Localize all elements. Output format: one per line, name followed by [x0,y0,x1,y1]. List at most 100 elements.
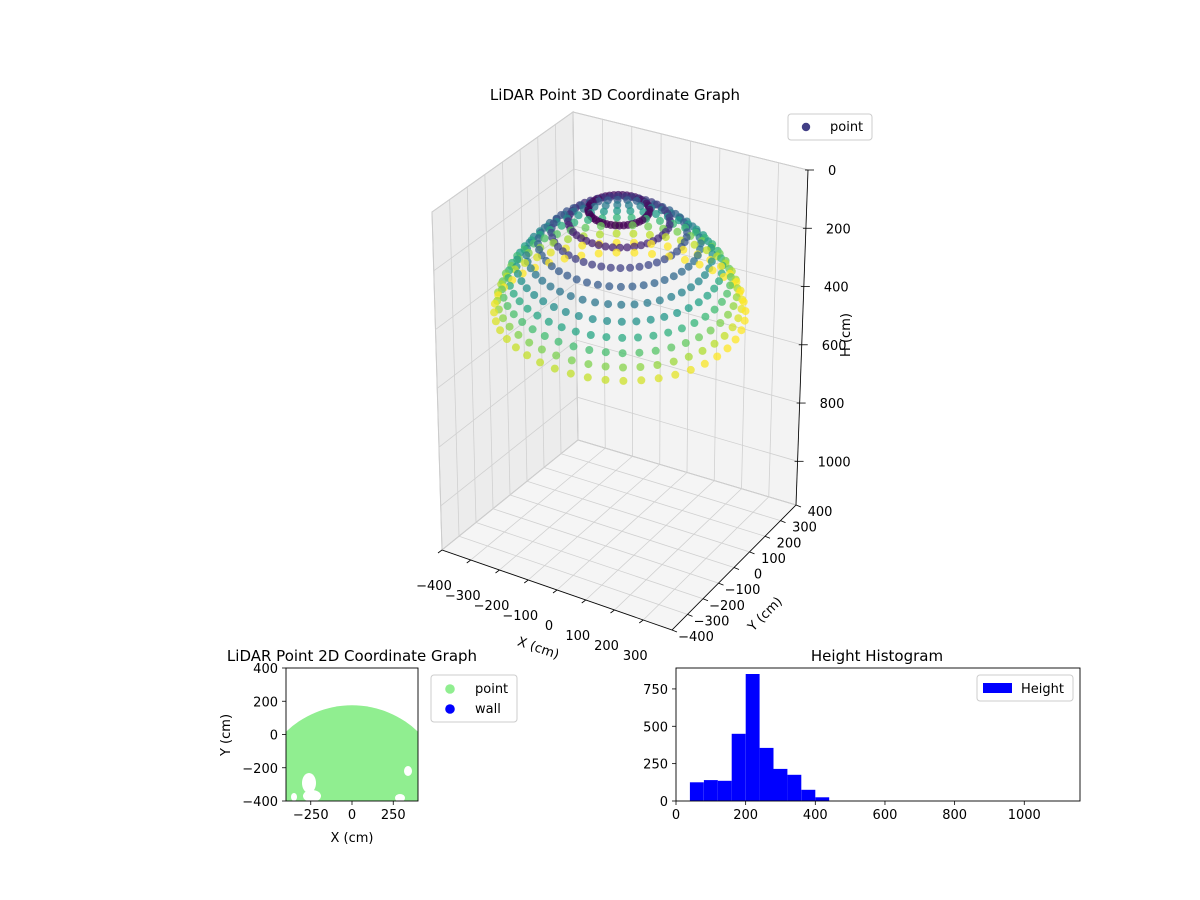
chart-3d-point [505,322,514,331]
chart-3d-point [713,352,722,361]
chart-3d-y-tick-label: 300 [792,521,817,536]
chart-2d-y-tick-label: −400 [242,795,278,810]
chart-3d-z-tick-label: 1000 [818,455,851,470]
chart-3d-point [632,317,641,326]
chart-2d-legend: point wall [430,674,518,723]
chart-3d-point [499,314,507,323]
chart-3d-x-tick-mark [639,619,644,624]
chart-3d-point [546,248,555,257]
chart-3d-point [566,292,575,301]
chart-3d-point [717,262,726,271]
chart-3d-point [549,303,558,311]
chart-3d-point [702,246,711,255]
chart-3d-x-tick-mark [610,609,615,614]
chart-3d-point [669,357,678,366]
chart-3d-x-tick-mark [581,599,586,604]
histogram-legend: Height [976,674,1074,702]
chart-3d-point [700,271,709,280]
histogram-frame [675,667,1081,802]
chart-3d-point [667,343,676,352]
chart-3d-point [739,297,748,306]
chart-3d-point [673,227,682,236]
chart-3d-point [715,277,723,286]
chart-3d-point [597,262,606,271]
chart-3d-point [731,335,740,344]
chart-3d-grid-line-y [449,199,688,615]
chart-2d-gap-left [302,773,316,793]
chart-3d-point [554,337,563,346]
chart-2d-legend-point-marker [445,684,455,694]
chart-3d-x-tick-label: 300 [623,649,648,664]
chart-3d-point [648,250,656,258]
chart-3d-point [533,311,542,320]
chart-3d-point [514,330,523,339]
chart-3d-point [571,254,580,263]
chart-3d-x-tick-label: −100 [502,609,538,624]
chart-3d-point [567,356,576,365]
chart-3d-point [726,281,735,290]
chart-3d-point [684,352,693,361]
chart-3d-point [635,262,644,271]
chart-3d-point [491,317,500,326]
chart-3d-point [637,376,646,385]
chart-3d-x-label: X (cm) [515,635,561,663]
chart-3d-point [728,323,737,332]
chart-3d-point [616,282,625,291]
chart-3d-point [710,339,719,348]
chart-3d-point [673,309,682,317]
chart-3d-point [605,282,614,291]
chart-3d-point [612,248,621,257]
histogram-x-tick-label: 0 [672,808,680,823]
chart-3d-point [547,262,556,271]
chart-3d-point [639,281,648,290]
chart-3d-point [619,363,627,372]
chart-3d-x-tick-mark [552,589,558,594]
chart-3d-point [684,262,693,271]
chart-3d-point [660,312,669,321]
histogram-x-tick-label: 200 [733,808,758,823]
chart-3d-point [623,243,632,252]
chart-3d-point [588,239,597,248]
chart-3d-y-tick-mark [671,629,678,633]
chart-3d-y-tick-mark [749,551,755,555]
histogram-bar [787,774,802,801]
chart-2d: LiDAR Point 2D Coordinate Graph −250 0 250… [219,647,518,846]
chart-3d-z-tick-label: 0 [828,164,836,179]
chart-3d-z-tick-label: 800 [820,397,845,412]
chart-3d-y-tick-mark [687,614,693,617]
chart-3d-point [647,240,656,248]
chart-3d-y-tick-label: −100 [725,583,761,598]
chart-2d-title: LiDAR Point 2D Coordinate Graph [227,647,477,665]
chart-3d-point [695,260,704,269]
histogram-y-tick-label: 0 [660,795,668,810]
chart-2d-y-tick-label: 400 [253,662,278,677]
chart-3d-point [515,297,524,306]
chart-3d-point [540,234,549,243]
histogram-y-tick-label: 500 [643,720,668,735]
chart-3d-point [694,298,703,307]
chart-3d-point [643,298,652,307]
chart-3d-point [673,247,681,256]
chart-3d-point [490,299,499,308]
chart-3d-point [660,276,669,284]
chart-2d-point-cloud [286,705,418,801]
chart-2d-gap-bottom-right [395,794,405,801]
chart-3d-point [601,348,610,357]
chart-3d-point [539,297,548,306]
chart-3d-point [546,282,555,291]
chart-3d-point [594,249,603,258]
chart-3d-point [708,266,717,275]
chart-3d-point [578,241,587,250]
chart-3d-point [617,317,626,326]
chart-3d-y-tick-label: 0 [754,568,762,583]
chart-2d-y-tick-label: 0 [270,729,278,744]
chart-3d-x-tick-label: 0 [545,619,553,634]
chart-3d-point [618,349,627,358]
chart-3d-point [612,229,621,238]
chart-3d-point [630,242,639,251]
chart-3d-grid-line-z [440,396,798,507]
chart-3d-point [591,298,600,307]
chart-3d-point [720,331,729,340]
histogram-y-tick-label: 750 [643,683,668,698]
